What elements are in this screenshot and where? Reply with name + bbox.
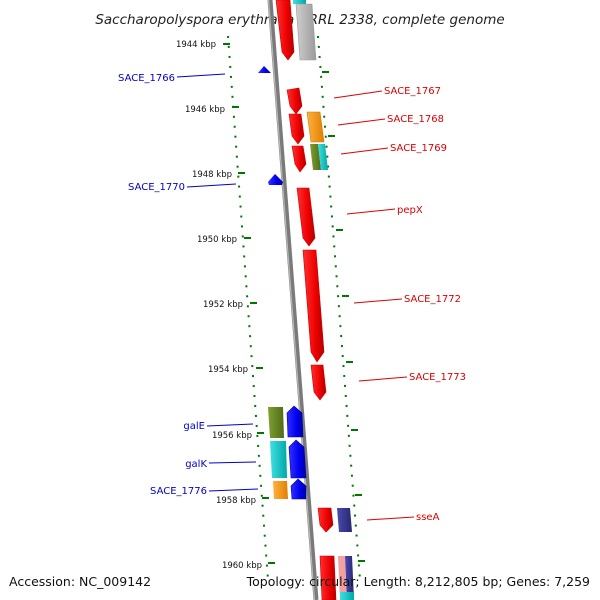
gene-label-sace1773[interactable]: SACE_1773: [409, 372, 466, 383]
gene-feature-bottom-navy[interactable]: [345, 556, 354, 600]
reverse-label-group: SACE_1766 SACE_1770 galE galK SACE_1776: [118, 73, 259, 497]
tick-label-1944: 1944 kbp: [176, 40, 216, 50]
gene-feature-sace1773[interactable]: [310, 364, 327, 401]
gene-label-galk[interactable]: galK: [185, 459, 207, 470]
leader-line-sace1770: [186, 183, 237, 188]
gene-feature-sace1768[interactable]: [288, 113, 305, 145]
gene-feature-gale[interactable]: [286, 405, 304, 438]
tick-label-1948: 1948 kbp: [192, 170, 232, 180]
gene-label-pepx[interactable]: pepX: [397, 205, 423, 216]
tick-label-1956: 1956 kbp: [212, 431, 252, 441]
tick-label-1954: 1954 kbp: [208, 365, 248, 375]
gene-feature-sace1766[interactable]: [258, 66, 271, 73]
leader-line-ssea: [366, 516, 415, 521]
gene-feature-sace1767[interactable]: [286, 87, 303, 115]
leader-line-gale: [206, 423, 254, 427]
tick-label-1958: 1958 kbp: [216, 496, 256, 506]
tick-label-1946: 1946 kbp: [185, 105, 225, 115]
leader-line-galk: [208, 461, 257, 464]
gene-feature-sace1769[interactable]: [291, 145, 307, 173]
gene-feature-pepx[interactable]: [296, 187, 316, 247]
gene-feature-galk-cog[interactable]: [270, 441, 287, 478]
tick-track-left: [227, 35, 269, 581]
forward-label-group: SACE_1767 SACE_1768 SACE_1769 pepX SACE_…: [333, 86, 466, 523]
tick-label-1950: 1950 kbp: [197, 235, 237, 245]
gene-label-sace1776[interactable]: SACE_1776: [150, 486, 207, 497]
leader-line-sace1776: [208, 488, 259, 492]
gene-feature-sace1776[interactable]: [290, 478, 307, 500]
leader-line-sace1768: [337, 118, 386, 126]
gene-feature-top-red[interactable]: [275, 0, 295, 61]
gene-feature-bottom-salmon[interactable]: [338, 556, 347, 600]
accession-text: Accession: NC_009142: [9, 574, 151, 589]
leader-line-sace1772: [353, 298, 403, 304]
genome-backbone: [267, 0, 319, 600]
leader-line-pepx: [346, 208, 396, 215]
leader-line-sace1769: [340, 147, 389, 155]
gene-feature-sace1769-cog-olive[interactable]: [310, 144, 321, 170]
gene-feature-galk[interactable]: [288, 439, 307, 479]
gene-label-ssea[interactable]: sseA: [416, 512, 440, 523]
gene-label-sace1772[interactable]: SACE_1772: [404, 294, 461, 305]
gene-label-sace1770[interactable]: SACE_1770: [128, 182, 185, 193]
genome-backbone-highlight: [267, 0, 316, 600]
gene-feature-ssea[interactable]: [317, 507, 334, 533]
reverse-strand-features: [258, 66, 307, 500]
gene-feature-sace1772[interactable]: [302, 249, 325, 363]
gene-label-gale[interactable]: galE: [183, 421, 205, 432]
gene-feature-bottom-red[interactable]: [319, 555, 337, 600]
gene-feature-sace1770[interactable]: [268, 174, 283, 185]
tick-label-1952: 1952 kbp: [203, 300, 243, 310]
leader-line-sace1766: [176, 73, 226, 78]
gene-feature-sace1776-cog[interactable]: [273, 481, 288, 499]
leader-line-sace1773: [358, 376, 408, 382]
tick-label-1960: 1960 kbp: [222, 561, 262, 571]
gene-feature-ssea-cog[interactable]: [337, 508, 352, 532]
gene-feature-gale-cog[interactable]: [268, 407, 284, 438]
gene-feature-top-gray[interactable]: [295, 3, 317, 61]
leader-line-sace1767: [333, 90, 383, 99]
gene-feature-bottom-cyan[interactable]: [340, 592, 354, 600]
gene-feature-sace1768-cog[interactable]: [306, 111, 325, 143]
gene-label-sace1767[interactable]: SACE_1767: [384, 86, 441, 97]
gene-label-sace1766[interactable]: SACE_1766: [118, 73, 175, 84]
topology-text: Topology: circular; Length: 8,212,805 bp…: [246, 574, 590, 589]
gene-feature-top-cyan[interactable]: [293, 0, 306, 4]
gene-label-sace1768[interactable]: SACE_1768: [387, 114, 444, 125]
tick-group: 1944 kbp 1946 kbp 1948 kbp 1950 kbp 1952…: [176, 40, 365, 571]
forward-strand-features: [275, 0, 354, 600]
gene-feature-sace1769-cog-cyan[interactable]: [318, 144, 328, 170]
gene-label-sace1769[interactable]: SACE_1769: [390, 143, 447, 154]
tick-track-right: [317, 35, 361, 581]
